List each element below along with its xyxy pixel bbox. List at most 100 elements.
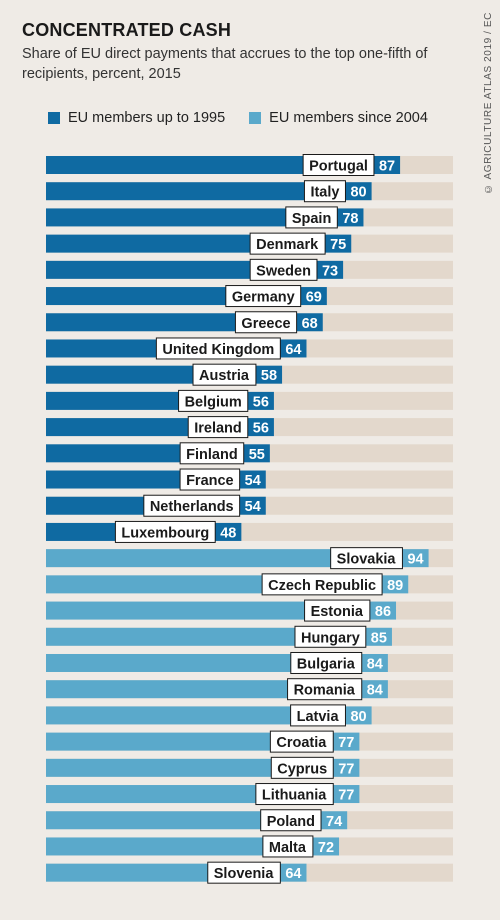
country-label-box	[249, 258, 318, 281]
bar-value-label: 89	[387, 578, 403, 594]
bar-value-label: 73	[322, 263, 338, 279]
country-label: Ireland	[194, 421, 242, 437]
bar-row: 74 Poland	[46, 809, 453, 832]
country-label: Hungary	[301, 630, 360, 646]
country-label-box	[234, 311, 298, 334]
bar-value-label: 87	[379, 159, 395, 175]
bar-row: 80 Italy	[46, 180, 453, 203]
country-label-box	[192, 363, 257, 386]
country-label: France	[186, 473, 234, 489]
bar-value-label: 68	[302, 316, 318, 332]
bar-value-label: 74	[326, 814, 342, 830]
country-label: United Kingdom	[162, 342, 274, 358]
bar-value-label: 84	[367, 656, 383, 672]
country-label: Romania	[294, 683, 356, 699]
country-label-box	[207, 861, 281, 884]
country-label-box	[287, 678, 363, 701]
country-label-box	[303, 180, 346, 203]
bar-value-label: 78	[342, 211, 358, 227]
bar-value-label: 84	[367, 683, 383, 699]
country-label-box	[269, 730, 334, 753]
country-label-box	[290, 704, 346, 727]
bar-value-label: 54	[245, 499, 261, 515]
country-label: Luxembourg	[121, 525, 209, 541]
country-label: Cyprus	[277, 761, 327, 777]
legend-swatch-group1	[48, 112, 60, 124]
bar-value-label: 77	[338, 761, 354, 777]
bar-row: 72 Malta	[46, 835, 453, 858]
chart-subtitle: Share of EU direct payments that accrues…	[22, 46, 428, 82]
bar-row: 84 Bulgaria	[46, 651, 453, 674]
legend-item-group2: EU members since 2004	[249, 110, 428, 126]
bar-row: 48 Luxembourg	[46, 520, 453, 543]
bar-value-label: 54	[245, 473, 261, 489]
country-label: Czech Republic	[268, 578, 376, 594]
bar-row: 86 Estonia	[46, 599, 453, 622]
country-label-box	[187, 416, 249, 439]
bar-value-label: 55	[249, 447, 265, 463]
bar-value-label: 56	[253, 421, 269, 437]
bar-row: 77 Lithuania	[46, 783, 453, 806]
bar-value-label: 56	[253, 394, 269, 410]
country-label: Italy	[310, 185, 339, 201]
bar-value-label: 86	[375, 604, 391, 620]
bar-value-label: 77	[338, 735, 354, 751]
country-label: Slovakia	[337, 552, 397, 568]
bar-value-label: 75	[330, 237, 346, 253]
chart-title: CONCENTRATED CASH	[22, 20, 232, 40]
country-label-box	[260, 809, 322, 832]
bar	[46, 182, 372, 201]
bar-value-label: 80	[350, 185, 366, 201]
bar-value-label: 80	[350, 709, 366, 725]
country-label: Denmark	[256, 237, 319, 253]
country-label-box	[178, 389, 249, 412]
chart-legend: EU members up to 1995 EU members since 2…	[48, 110, 452, 126]
country-label-box	[262, 835, 314, 858]
bar-row: 84 Romania	[46, 678, 453, 701]
bar-row: 78 Spain	[46, 206, 453, 229]
bar-row: 64 Slovenia	[46, 861, 453, 884]
country-label-box	[179, 468, 241, 491]
bar	[46, 208, 364, 227]
bar-row: 69 Germany	[46, 285, 453, 308]
bar-row: 94 Slovakia	[46, 547, 453, 570]
country-label-box	[270, 756, 334, 779]
bar-value-label: 64	[285, 342, 301, 358]
legend-label-group2: EU members since 2004	[269, 110, 428, 126]
country-label: Latvia	[297, 709, 340, 725]
bar-row: 54 Netherlands	[46, 494, 453, 517]
country-label: Lithuania	[262, 788, 327, 804]
country-label-box	[304, 599, 371, 622]
country-label-box	[249, 232, 326, 255]
country-label-box	[155, 337, 281, 360]
country-label: Bulgaria	[297, 656, 356, 672]
country-label: Sweden	[256, 263, 311, 279]
bar-value-label: 72	[318, 840, 334, 856]
country-label-box	[330, 547, 403, 570]
bar-row: 77 Cyprus	[46, 756, 453, 779]
bar-row: 80 Latvia	[46, 704, 453, 727]
country-label: Greece	[241, 316, 290, 332]
legend-item-group1: EU members up to 1995	[48, 110, 225, 126]
country-label: Croatia	[276, 735, 327, 751]
country-label: Netherlands	[150, 499, 234, 515]
country-label-box	[114, 520, 216, 543]
country-label-box	[290, 651, 363, 674]
bar-row: 54 France	[46, 468, 453, 491]
bar-row: 77 Croatia	[46, 730, 453, 753]
bar-row: 89 Czech Republic	[46, 573, 453, 596]
bar-row: 73 Sweden	[46, 258, 453, 281]
bar-row: 55 Finland	[46, 442, 453, 465]
bar-value-label: 64	[285, 866, 301, 882]
country-label: Malta	[269, 840, 307, 856]
country-label-box	[302, 154, 375, 176]
bar-row: 85 Hungary	[46, 625, 453, 648]
legend-label-group1: EU members up to 1995	[68, 110, 226, 126]
bar-row: 75 Denmark	[46, 232, 453, 255]
bar-row: 58 Austria	[46, 363, 453, 386]
bar-value-label: 94	[407, 552, 423, 568]
bar-value-label: 85	[371, 630, 387, 646]
bar-row: 56 Belgium	[46, 389, 453, 412]
country-label: Poland	[267, 814, 315, 830]
